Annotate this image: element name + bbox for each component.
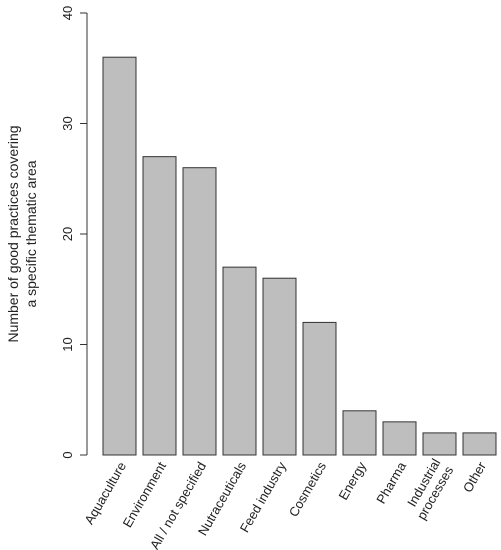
x-tick-label: Industrialprocesses — [401, 456, 457, 523]
bar — [262, 277, 297, 456]
y-axis-label: Number of good practices covering a speci… — [5, 125, 39, 342]
y-tick-label: 20 — [60, 227, 75, 241]
bar — [462, 432, 497, 456]
y-axis-label-line: a specific thematic area — [23, 160, 39, 307]
y-axis: 0 10 20 30 40 — [60, 6, 88, 459]
bar — [302, 321, 337, 456]
y-axis-label-line: Number of good practices covering — [5, 125, 21, 342]
bar — [102, 56, 137, 456]
x-tick-label: Pharma — [373, 459, 409, 507]
y-tick-label: 40 — [60, 6, 75, 20]
bar — [382, 421, 417, 456]
bar — [422, 432, 457, 456]
x-tick-label: Other — [460, 459, 490, 495]
y-tick-label: 30 — [60, 116, 75, 130]
bars — [102, 56, 497, 456]
x-tick-label: Energy — [335, 459, 369, 503]
y-tick-label: 0 — [60, 451, 75, 458]
bar — [142, 156, 177, 456]
bar — [182, 167, 217, 456]
bar — [222, 266, 257, 456]
x-tick-label: Cosmetics — [286, 459, 330, 519]
bar — [342, 410, 377, 456]
y-tick-label: 10 — [60, 337, 75, 351]
